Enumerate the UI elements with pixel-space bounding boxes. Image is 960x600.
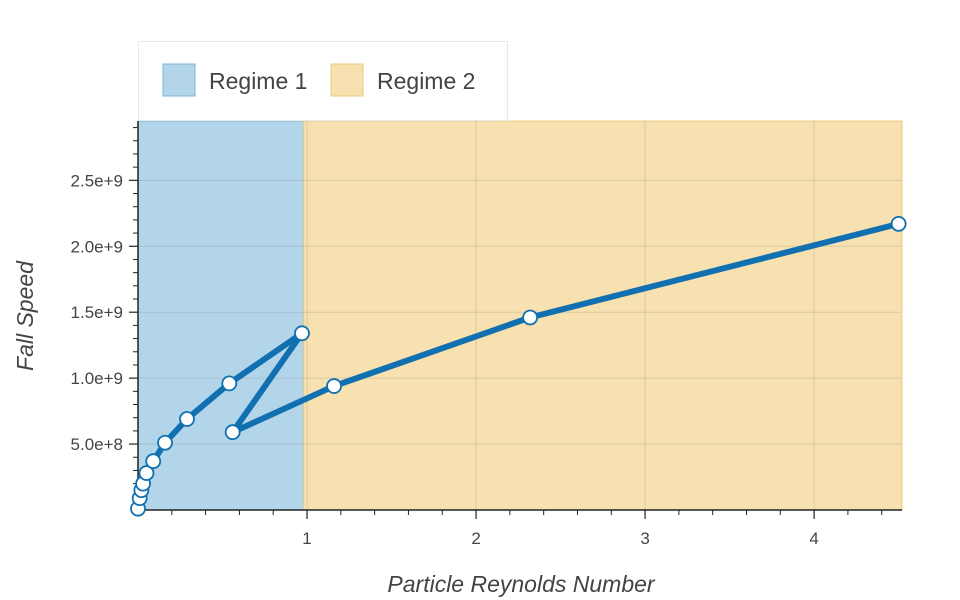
data-point	[157, 434, 173, 451]
region-2	[303, 120, 903, 511]
data-point	[224, 424, 241, 441]
y-tick-label: 2.5e+9	[71, 171, 123, 190]
grid-lines	[138, 121, 902, 510]
data-point	[221, 375, 238, 392]
legend-swatch	[330, 63, 364, 97]
legend-swatch	[162, 63, 196, 97]
data-point	[326, 378, 342, 394]
x-tick-label: 2	[471, 529, 480, 548]
x-tick-label: 4	[809, 529, 818, 548]
y-tick-label: 1.0e+9	[71, 369, 123, 388]
data-point	[179, 411, 195, 427]
y-axis-title: Fall Speed	[12, 260, 38, 371]
legend: Regime 1 Regime 2	[138, 41, 508, 121]
data-point	[890, 215, 907, 232]
data-point	[138, 465, 155, 481]
regime-regions	[137, 120, 903, 511]
x-tick-label: 3	[640, 529, 649, 548]
data-point	[294, 325, 310, 342]
y-tick-label: 1.5e+9	[71, 303, 123, 322]
data-point	[522, 309, 539, 326]
x-axis-title: Particle Reynolds Number	[387, 571, 656, 597]
y-tick-label: 5.0e+8	[71, 435, 123, 454]
legend-label: Regime 1	[209, 68, 307, 94]
series-layer	[130, 215, 907, 517]
axes: 1 2 3 4 5.0e+8 1.0e+9 1.5e+9 2.0e+9 2.5e+9	[71, 121, 902, 548]
legend-box	[138, 41, 508, 121]
x-tick-label: 1	[302, 529, 311, 548]
legend-label: Regime 2	[377, 68, 475, 94]
y-tick-label: 2.0e+9	[71, 237, 123, 256]
data-point	[145, 453, 162, 470]
